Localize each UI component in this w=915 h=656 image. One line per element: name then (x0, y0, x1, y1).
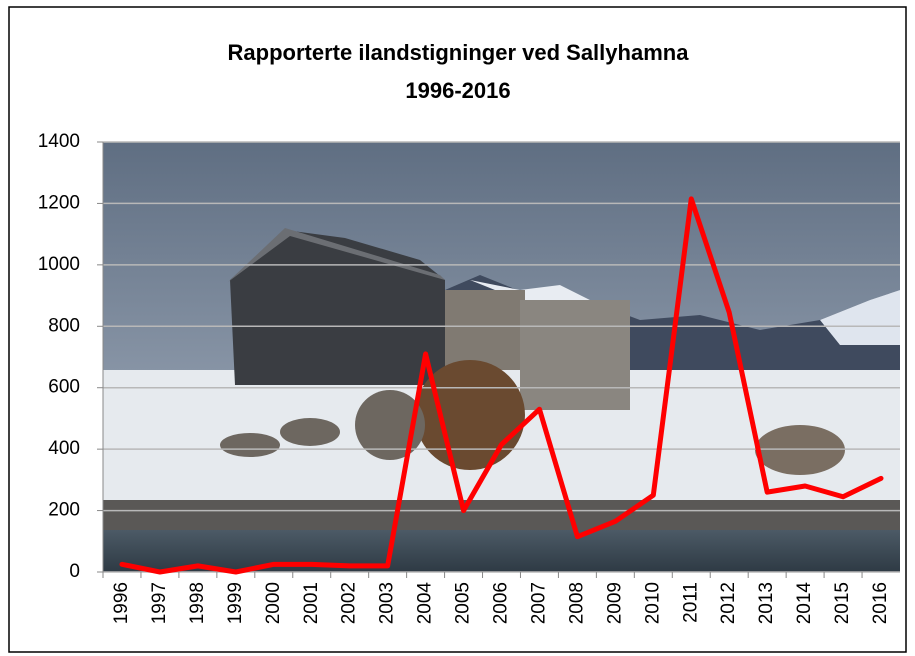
x-tick-label: 2001 (301, 582, 322, 624)
x-tick-label: 2011 (680, 582, 701, 623)
background-photo (103, 142, 900, 572)
x-tick-label: 2015 (832, 582, 853, 624)
x-tick-label: 2002 (339, 582, 360, 624)
x-tick-label: 2009 (604, 582, 625, 624)
chart-subtitle: 1996-2016 (405, 78, 510, 103)
x-tick-label: 2007 (528, 582, 549, 624)
y-tick-label: 1400 (38, 131, 80, 152)
x-tick-label: 2012 (718, 582, 739, 624)
x-tick-label: 2005 (453, 582, 474, 624)
x-tick-label: 2003 (377, 582, 398, 624)
x-tick-label: 2014 (794, 582, 815, 625)
x-tick-label: 1996 (111, 582, 132, 624)
x-tick-label: 2013 (756, 582, 777, 624)
y-tick-label: 1200 (38, 192, 80, 213)
x-tick-label: 2010 (642, 582, 663, 624)
x-tick-label: 1997 (149, 582, 170, 624)
x-tick-label: 1998 (187, 582, 208, 624)
y-tick-label: 600 (48, 377, 80, 398)
x-tick-label: 2016 (870, 582, 891, 624)
x-tick-label: 2006 (491, 582, 512, 624)
x-tick-label: 1999 (225, 582, 246, 624)
x-tick-label: 2004 (415, 582, 436, 625)
chart-title: Rapporterte ilandstigninger ved Sallyham… (228, 40, 690, 65)
y-tick-label: 0 (69, 561, 80, 582)
x-tick-label: 2000 (263, 582, 284, 624)
y-tick-label: 200 (48, 500, 80, 521)
x-tick-label: 2008 (566, 582, 587, 624)
chart: Rapporterte ilandstigninger ved Sallyham… (0, 0, 915, 656)
y-tick-label: 1000 (38, 254, 80, 275)
y-tick-label: 400 (48, 438, 80, 459)
y-tick-label: 800 (48, 315, 80, 336)
